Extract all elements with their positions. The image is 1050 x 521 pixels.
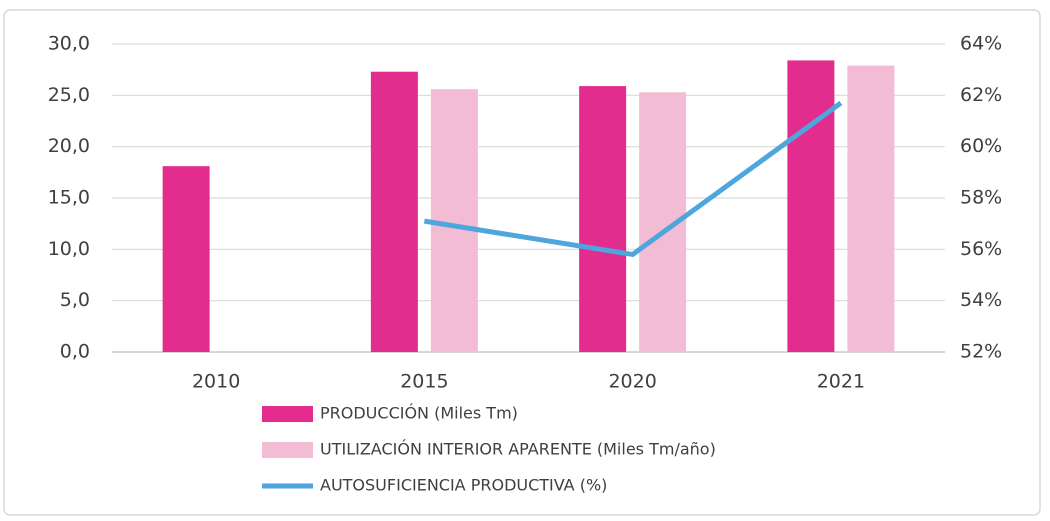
x-tick-label: 2015 bbox=[400, 371, 448, 393]
y2-tick-label: 64% bbox=[960, 33, 1002, 55]
y-tick-label: 25,0 bbox=[48, 84, 90, 106]
line bbox=[423, 101, 843, 257]
bar bbox=[847, 65, 895, 352]
x-tick-label: 2021 bbox=[817, 371, 865, 393]
y2-tick-label: 56% bbox=[960, 238, 1002, 260]
y2-tick-label: 52% bbox=[960, 341, 1002, 363]
bar bbox=[787, 60, 835, 352]
y-tick-label: 30,0 bbox=[48, 33, 90, 55]
bar bbox=[370, 71, 418, 352]
chart-frame bbox=[3, 9, 1041, 516]
y2-tick-label: 60% bbox=[960, 135, 1002, 157]
bar bbox=[430, 89, 478, 352]
y2-tick-label: 58% bbox=[960, 187, 1002, 209]
legend-label: UTILIZACIÓN INTERIOR APARENTE (Miles Tm/… bbox=[320, 440, 716, 459]
x-tick-label: 2020 bbox=[608, 371, 656, 393]
y-tick-label: 0,0 bbox=[60, 341, 90, 363]
x-tick-label: 2010 bbox=[192, 371, 240, 393]
y2-tick-label: 54% bbox=[960, 289, 1002, 311]
legend-swatch bbox=[262, 406, 313, 422]
y-tick-label: 10,0 bbox=[48, 238, 90, 260]
bar bbox=[579, 86, 627, 353]
legend-label: PRODUCCIÓN (Miles Tm) bbox=[320, 404, 518, 423]
y-tick-label: 5,0 bbox=[60, 289, 90, 311]
y2-tick-label: 62% bbox=[960, 84, 1002, 106]
legend-label: AUTOSUFICIENCIA PRODUCTIVA (%) bbox=[320, 476, 607, 495]
y-tick-label: 15,0 bbox=[48, 187, 90, 209]
y-tick-label: 20,0 bbox=[48, 135, 90, 157]
legend-swatch bbox=[262, 442, 313, 458]
bar bbox=[162, 166, 210, 352]
